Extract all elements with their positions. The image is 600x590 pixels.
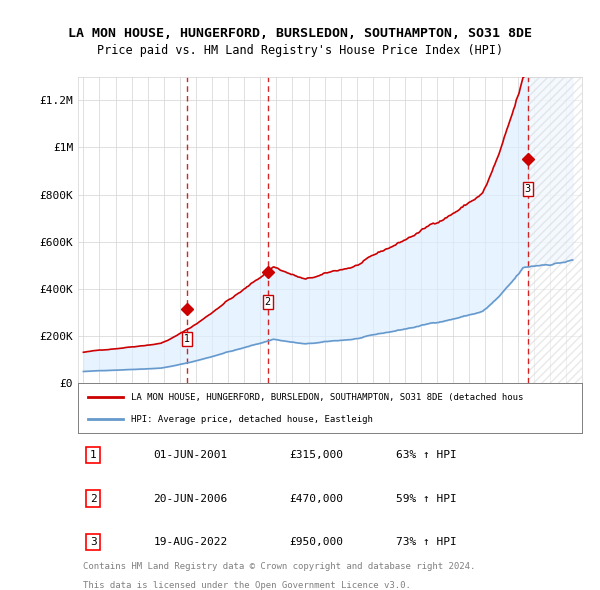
Text: HPI: Average price, detached house, Eastleigh: HPI: Average price, detached house, East…	[131, 415, 373, 424]
Text: 3: 3	[525, 184, 531, 194]
Text: 63% ↑ HPI: 63% ↑ HPI	[395, 450, 456, 460]
Text: 73% ↑ HPI: 73% ↑ HPI	[395, 537, 456, 547]
Text: Contains HM Land Registry data © Crown copyright and database right 2024.: Contains HM Land Registry data © Crown c…	[83, 562, 475, 571]
Text: 1: 1	[90, 450, 97, 460]
Text: 01-JUN-2001: 01-JUN-2001	[154, 450, 228, 460]
Text: LA MON HOUSE, HUNGERFORD, BURSLEDON, SOUTHAMPTON, SO31 8DE: LA MON HOUSE, HUNGERFORD, BURSLEDON, SOU…	[68, 27, 532, 40]
Text: 20-JUN-2006: 20-JUN-2006	[154, 493, 228, 503]
Text: £315,000: £315,000	[290, 450, 344, 460]
Text: £950,000: £950,000	[290, 537, 344, 547]
Text: 2: 2	[265, 297, 271, 307]
Text: 3: 3	[90, 537, 97, 547]
Text: 19-AUG-2022: 19-AUG-2022	[154, 537, 228, 547]
Text: 59% ↑ HPI: 59% ↑ HPI	[395, 493, 456, 503]
Text: This data is licensed under the Open Government Licence v3.0.: This data is licensed under the Open Gov…	[83, 581, 411, 590]
Text: 2: 2	[90, 493, 97, 503]
Text: £470,000: £470,000	[290, 493, 344, 503]
Text: LA MON HOUSE, HUNGERFORD, BURSLEDON, SOUTHAMPTON, SO31 8DE (detached hous: LA MON HOUSE, HUNGERFORD, BURSLEDON, SOU…	[131, 393, 523, 402]
Text: Price paid vs. HM Land Registry's House Price Index (HPI): Price paid vs. HM Land Registry's House …	[97, 44, 503, 57]
Text: 1: 1	[184, 334, 190, 344]
Bar	[528, 77, 582, 383]
